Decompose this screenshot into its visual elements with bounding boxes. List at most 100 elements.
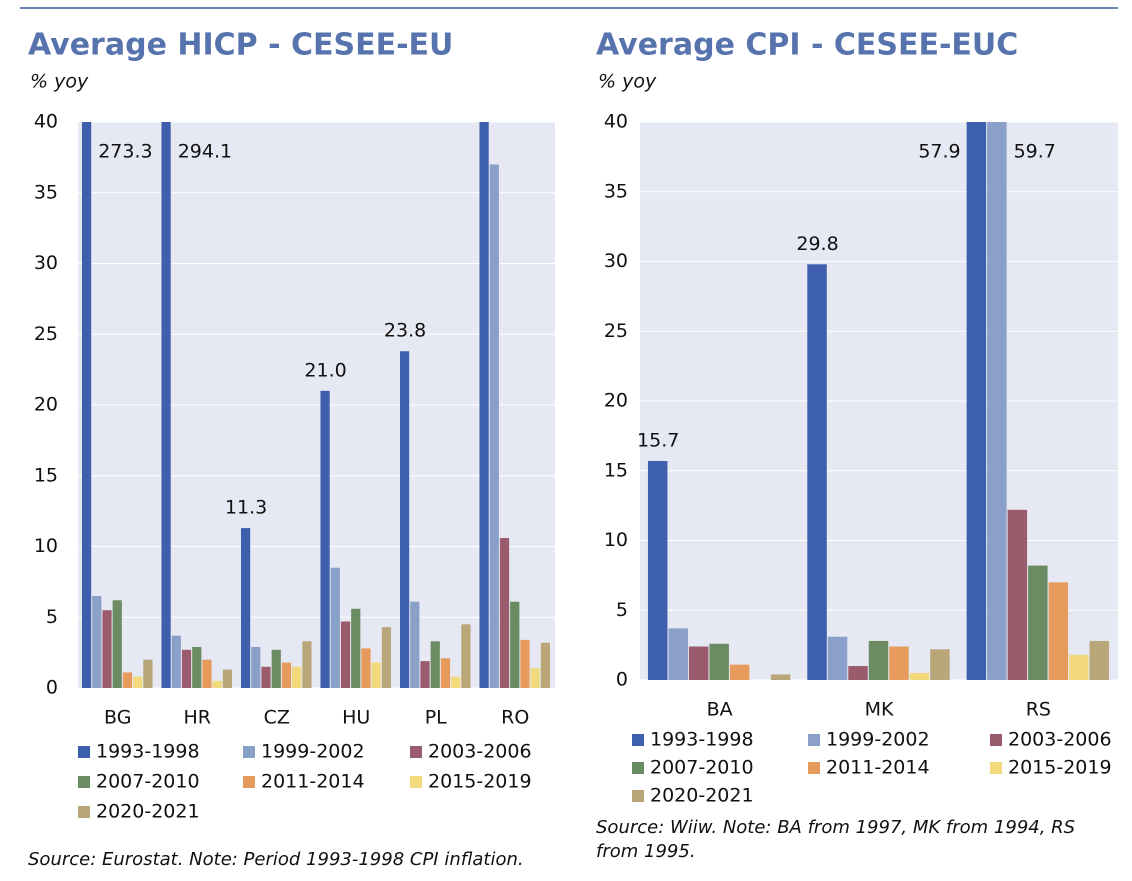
- data-label: 273.3: [98, 141, 152, 163]
- bar: [292, 666, 302, 688]
- y-tick-label: 15: [604, 459, 628, 481]
- bar: [1069, 654, 1089, 680]
- legend-swatch: [990, 762, 1002, 774]
- bar: [440, 658, 451, 688]
- bar: [302, 641, 312, 688]
- y-tick-label: 40: [34, 111, 58, 133]
- bar: [1089, 640, 1110, 680]
- legend-label: 2020-2021: [96, 801, 200, 823]
- legend-label: 2003-2006: [1008, 729, 1112, 751]
- bar: [320, 390, 330, 688]
- bar: [479, 122, 489, 688]
- bar: [271, 649, 281, 688]
- bars: [81, 122, 551, 688]
- x-tick-label: MK: [865, 699, 894, 721]
- legend-swatch: [78, 746, 90, 758]
- y-tick-label: 35: [34, 181, 58, 203]
- data-label: 59.7: [1014, 141, 1056, 163]
- source-note: Source: Eurostat. Note: Period 1993-1998…: [28, 849, 524, 870]
- bar: [410, 601, 420, 688]
- legend-swatch: [808, 734, 820, 746]
- chart-title: Average CPI - CESEE-EUC: [596, 28, 1018, 63]
- legend-swatch: [410, 776, 422, 788]
- legend-swatch: [78, 806, 90, 818]
- bar: [133, 676, 143, 688]
- bar: [647, 460, 668, 680]
- bar: [499, 538, 510, 688]
- bar: [540, 642, 551, 688]
- legend-label: 1993-1998: [650, 729, 754, 751]
- legend-label: 2007-2010: [650, 757, 754, 779]
- bar: [122, 672, 133, 688]
- bar: [351, 608, 361, 688]
- y-tick-label: 5: [46, 606, 58, 628]
- y-axis-label: % yoy: [30, 71, 89, 93]
- y-tick-label: 10: [604, 529, 628, 551]
- y-tick-label: 20: [34, 394, 58, 416]
- y-tick-label: 25: [34, 323, 58, 345]
- bar: [192, 646, 202, 688]
- x-tick-label: RS: [1026, 699, 1051, 721]
- bar: [848, 666, 868, 680]
- legend-label: 2007-2010: [96, 771, 200, 793]
- bar: [930, 649, 950, 680]
- bar: [251, 646, 261, 688]
- y-tick-label: 5: [616, 599, 628, 621]
- bar: [489, 164, 499, 688]
- legend-swatch: [410, 746, 422, 758]
- y-tick-label: 20: [604, 390, 628, 412]
- data-label: 21.0: [304, 359, 346, 381]
- y-axis-label: % yoy: [598, 71, 657, 93]
- bar: [240, 528, 251, 688]
- legend-swatch: [632, 734, 644, 746]
- bar: [202, 659, 212, 688]
- bar: [530, 668, 540, 688]
- legend-swatch: [243, 776, 255, 788]
- bar: [461, 624, 471, 688]
- data-label: 294.1: [178, 141, 232, 163]
- bar: [222, 669, 233, 688]
- bar: [770, 674, 791, 680]
- y-tick-label: 0: [616, 669, 628, 691]
- legend-label: 2011-2014: [261, 771, 365, 793]
- bar: [161, 122, 171, 688]
- legend-label: 2015-2019: [428, 771, 532, 793]
- legend-label: 1999-2002: [261, 741, 365, 763]
- y-tick-label: 40: [604, 111, 628, 133]
- bar: [668, 628, 688, 680]
- y-tick-label: 15: [34, 464, 58, 486]
- bar: [143, 659, 153, 688]
- bar: [92, 596, 102, 688]
- bar: [261, 666, 271, 688]
- bar: [340, 621, 351, 688]
- bar: [330, 567, 340, 688]
- bar: [81, 122, 92, 688]
- bar: [510, 601, 520, 688]
- legend-swatch: [243, 746, 255, 758]
- bar: [966, 122, 987, 680]
- bar: [171, 635, 181, 688]
- bar: [987, 122, 1007, 680]
- bar: [520, 639, 530, 688]
- legend-swatch: [990, 734, 1002, 746]
- bar: [729, 664, 750, 680]
- bar: [451, 676, 461, 688]
- y-tick-label: 35: [604, 180, 628, 202]
- bar: [807, 264, 827, 680]
- legend-swatch: [632, 762, 644, 774]
- y-tick-label: 25: [604, 320, 628, 342]
- data-label: 23.8: [384, 320, 426, 342]
- bar: [688, 646, 709, 680]
- bar: [112, 600, 122, 688]
- source-line: from 1995.: [596, 841, 696, 862]
- bar: [212, 680, 222, 688]
- y-tick-label: 0: [46, 677, 58, 699]
- source-note: Source: Wiiw. Note: BA from 1997, MK fro…: [596, 817, 1075, 862]
- legend-swatch: [632, 790, 644, 802]
- bar: [1007, 509, 1028, 680]
- data-label: 29.8: [796, 233, 838, 255]
- x-tick-label: CZ: [264, 707, 290, 729]
- legend-label: 1993-1998: [96, 741, 200, 763]
- data-label: 11.3: [225, 497, 267, 519]
